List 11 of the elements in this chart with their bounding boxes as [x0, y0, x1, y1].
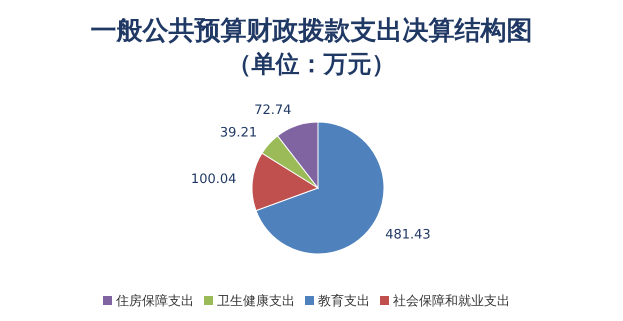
data-label: 481.43 — [385, 228, 431, 242]
chart-subtitle: （单位：万元） — [226, 49, 396, 80]
pie-slice — [256, 122, 384, 254]
legend-label: 社会保障和就业支出 — [393, 294, 510, 309]
chart-title: 一般公共预算财政拨款支出决算结构图 — [90, 15, 534, 48]
legend-label: 住房保障支出 — [116, 294, 194, 309]
data-label: 72.74 — [254, 102, 292, 118]
legend-label: 卫生健康支出 — [217, 294, 295, 309]
legend-label: 教育支出 — [318, 294, 370, 309]
data-label: 100.04 — [190, 172, 236, 188]
data-label: 39.21 — [220, 126, 258, 141]
